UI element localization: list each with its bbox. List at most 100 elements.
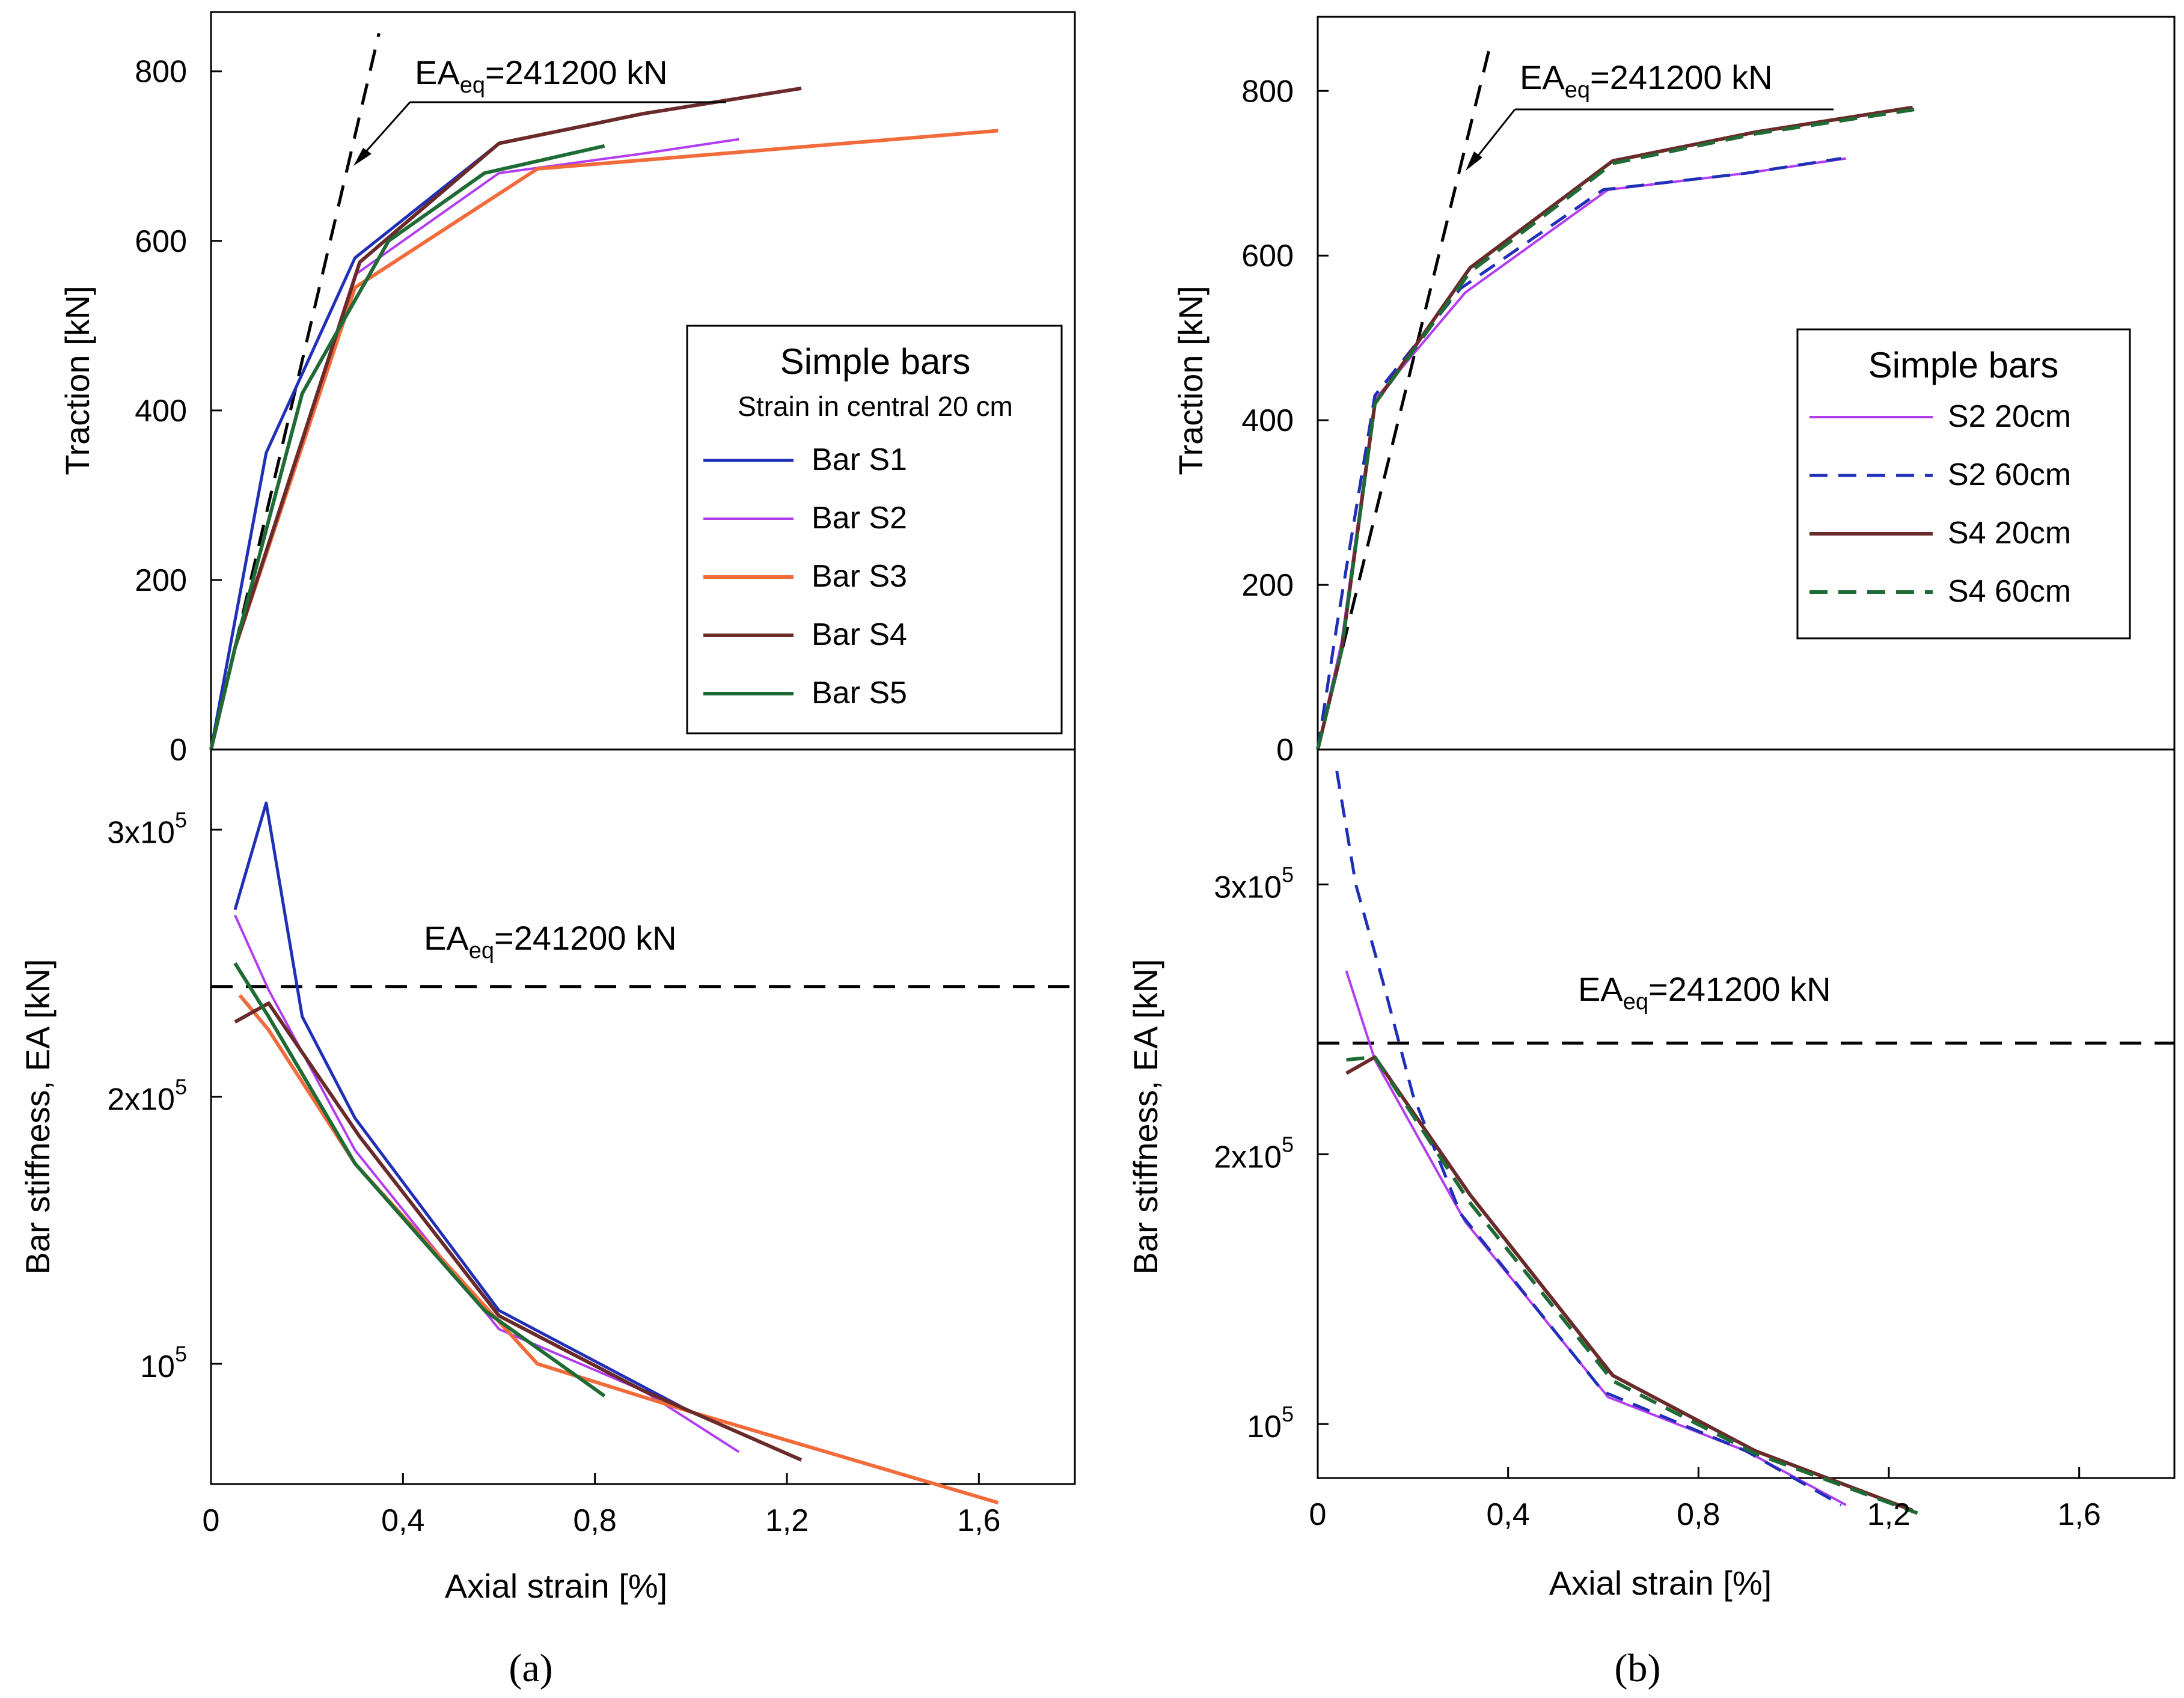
bottom-annotation-rest: =241200 kN — [1648, 970, 1831, 1008]
bottom-annotation-rest: =241200 kN — [494, 919, 677, 957]
top-y-ticks: 0 200 400 600 800 — [1241, 74, 1329, 768]
bottom-plot-frame — [210, 748, 1076, 1485]
bottom-series-s1 — [233, 801, 692, 1414]
x-tick-label: 0,4 — [381, 1503, 424, 1538]
legend-label: Bar S2 — [812, 501, 907, 536]
y-tick-label: 600 — [1241, 239, 1294, 273]
y-tick-label: 800 — [1241, 74, 1294, 109]
x-tick-label: 1,2 — [1867, 1497, 1910, 1532]
bottom-series-s2 — [1345, 970, 1847, 1506]
y-tick-label: 105 — [1247, 1402, 1294, 1444]
top-y-ticks: 0 200 400 600 800 — [135, 55, 222, 768]
y-tick-label: 800 — [135, 55, 187, 90]
legend: Simple bars Strain in central 20 cm Bar … — [686, 325, 1063, 734]
legend-title: Simple bars — [780, 341, 971, 382]
y-tick-label: 200 — [1241, 568, 1294, 603]
x-tick-label: 0,8 — [1677, 1497, 1720, 1532]
legend-label: Bar S3 — [812, 559, 907, 594]
top-reference-annotation: EAeq=241200 kN — [1466, 58, 1834, 171]
bottom-annotation-main: EA — [1578, 970, 1623, 1008]
top-reference-line — [1316, 49, 1491, 750]
x-ticks: 0 0,4 0,8 1,2 1,6 — [1309, 1467, 2101, 1532]
y-tick-label: 3x105 — [107, 807, 187, 850]
top-series-group — [209, 86, 999, 750]
legend-items: S2 20cm S2 60cm S4 20cm S4 60cm — [1809, 399, 2071, 609]
x-tick-label: 1,6 — [2058, 1497, 2101, 1532]
bottom-series-group — [1335, 771, 1918, 1515]
top-series-group — [1316, 105, 1918, 750]
bottom-y-ticks: 105 2x105 3x105 — [107, 807, 222, 1384]
bottom-series-s5 — [233, 962, 606, 1397]
svg-text:EAeq=241200 kN: EAeq=241200 kN — [1520, 58, 1773, 103]
legend-label: S2 60cm — [1948, 457, 2071, 492]
top-series-s2-60 — [1316, 157, 1842, 750]
legend-subtitle: Strain in central 20 cm — [738, 391, 1013, 422]
y-tick-label: 3x105 — [1214, 862, 1294, 905]
legend-items: Bar S1 Bar S2 Bar S3 Bar S4 Bar S5 — [703, 442, 907, 710]
top-annotation-main: EA — [1520, 58, 1565, 96]
x-axis-title: Axial strain [%] — [1549, 1564, 1772, 1602]
y-tick-label: 400 — [135, 394, 187, 429]
bottom-series-s2-60 — [1335, 771, 1843, 1507]
top-series-s4-60 — [1316, 107, 1918, 750]
top-reference-annotation: EAeq=241200 kN — [353, 53, 726, 166]
y-tick-label: 0 — [1276, 733, 1294, 768]
bottom-y-ticks: 105 2x105 3x105 — [1214, 862, 1329, 1444]
x-tick-label: 1,2 — [765, 1503, 809, 1538]
x-tick-label: 0,8 — [574, 1503, 617, 1538]
legend-label: S2 20cm — [1948, 399, 2071, 434]
bottom-series-s4 — [1345, 1055, 1913, 1512]
legend-box — [1796, 328, 2131, 640]
bottom-reference-annotation: EAeq=241200 kN — [424, 919, 677, 964]
bottom-series-s2 — [234, 914, 740, 1453]
top-y-axis-title: Traction [kN] — [1172, 286, 1210, 475]
top-annotation-rest: =241200 kN — [485, 53, 668, 91]
legend-box — [686, 325, 1063, 734]
x-ticks: 0 0,4 0,8 1,2 1,6 — [203, 1473, 1000, 1538]
bottom-series-s4 — [234, 1001, 803, 1462]
top-annotation-sub: eq — [1565, 78, 1590, 103]
x-tick-label: 0 — [1309, 1497, 1327, 1532]
legend-label: Bar S4 — [812, 617, 907, 652]
legend-label: Bar S1 — [812, 442, 907, 477]
bottom-annotation-sub: eq — [1623, 989, 1648, 1015]
legend-label: S4 60cm — [1948, 574, 2071, 609]
top-reference-dashed-line — [1316, 49, 1491, 750]
x-axis-title: Axial strain [%] — [445, 1567, 667, 1605]
y-tick-label: 2x105 — [107, 1075, 187, 1117]
top-annotation-main: EA — [415, 53, 460, 91]
bottom-plot-frame — [1317, 748, 2176, 1479]
y-tick-label: 400 — [1241, 403, 1294, 438]
y-tick-label: 2x105 — [1214, 1132, 1294, 1174]
legend-title: Simple bars — [1868, 345, 2059, 385]
x-tick-label: 0,4 — [1487, 1497, 1530, 1532]
bottom-series-s3 — [238, 994, 999, 1504]
bottom-annotation-main: EA — [424, 919, 469, 957]
legend: Simple bars S2 20cm S2 60cm S4 20cm S4 60cm — [1796, 328, 2131, 640]
bottom-annotation-sub: eq — [469, 938, 494, 964]
y-tick-label: 200 — [135, 563, 187, 598]
panel-label: (b) — [1615, 1646, 1661, 1690]
top-annotation-sub: eq — [460, 73, 485, 98]
panel-label: (a) — [509, 1646, 552, 1690]
panel-b: 0 200 400 600 800 105 2x105 3x105 0 0,4 0,8 1,2 1,… — [1127, 16, 2176, 1690]
y-tick-label: 0 — [170, 733, 187, 768]
top-y-axis-title: Traction [kN] — [58, 286, 96, 475]
bottom-reference-annotation: EAeq=241200 kN — [1578, 970, 1831, 1015]
top-series-s2 — [1317, 157, 1847, 750]
top-series-s5 — [209, 144, 605, 750]
top-series-s1 — [209, 142, 500, 750]
bottom-y-axis-title: Bar stiffness, EA [kN] — [19, 959, 57, 1275]
y-tick-label: 105 — [140, 1342, 187, 1384]
bottom-series-s4-60 — [1346, 1055, 1918, 1515]
y-tick-label: 600 — [135, 224, 187, 259]
bottom-y-axis-title: Bar stiffness, EA [kN] — [1127, 959, 1164, 1275]
legend-label: Bar S5 — [812, 676, 907, 710]
top-annotation-rest: =241200 kN — [1590, 58, 1773, 96]
panel-a: 0 200 400 600 800 105 2x105 3x105 0 0,4 0,8 1,2 1,… — [19, 11, 1076, 1690]
svg-text:EAeq=241200 kN: EAeq=241200 kN — [415, 53, 668, 98]
x-tick-label: 1,6 — [957, 1503, 1000, 1538]
x-tick-label: 0 — [203, 1503, 220, 1538]
bottom-series-group — [233, 801, 999, 1504]
